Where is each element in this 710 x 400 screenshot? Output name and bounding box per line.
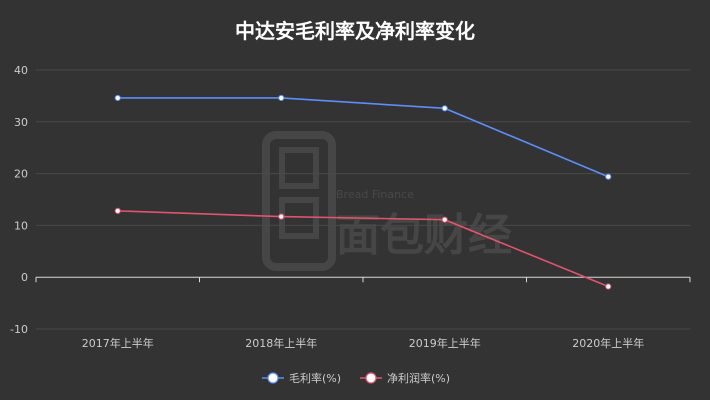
- legend-item-1[interactable]: 毛利率(%): [262, 371, 341, 385]
- legend-label: 净利润率(%): [387, 371, 450, 385]
- data-point: [441, 105, 448, 112]
- grid-lines: [36, 69, 690, 330]
- bread-finance-watermark: Bread Finance 面包财经: [262, 131, 512, 271]
- y-tick-label: 0: [21, 271, 28, 284]
- data-point: [278, 94, 285, 102]
- watermark-logo-icon: [262, 131, 336, 271]
- y-tick-label: 20: [14, 168, 28, 181]
- watermark-text-en: Bread Finance: [336, 188, 414, 201]
- data-point: [441, 216, 448, 223]
- x-tick-label: 2017年上半年: [82, 336, 154, 350]
- legend-marker-icon: [365, 372, 377, 384]
- legend[interactable]: 毛利率(%) 净利润率(%): [262, 371, 450, 385]
- y-tick-label: -10: [10, 323, 28, 336]
- y-tick-label: 10: [14, 219, 28, 232]
- y-tick-label: 40: [14, 64, 28, 77]
- legend-item-2[interactable]: 净利润率(%): [360, 371, 450, 385]
- data-point: [114, 207, 121, 214]
- legend-marker-icon: [267, 372, 279, 384]
- x-tick-label: 2020年上半年: [572, 336, 644, 350]
- data-point: [605, 173, 612, 180]
- data-point: [605, 283, 612, 290]
- x-axis: 2017年上半年 2018年上半年 2019年上半年 2020年上半年: [35, 276, 691, 350]
- data-point: [114, 94, 121, 102]
- x-tick-label: 2019年上半年: [409, 336, 481, 350]
- data-point: [278, 213, 285, 220]
- y-tick-label: 30: [14, 116, 28, 129]
- y-axis: -10 0 10 20 30 40: [10, 64, 28, 336]
- series-line-2: [117, 210, 609, 288]
- x-tick-label: 2018年上半年: [245, 336, 317, 350]
- series-layer: [114, 94, 612, 290]
- series-line-1: [117, 97, 609, 178]
- chart-title: 中达安毛利率及净利率变化: [235, 19, 475, 43]
- legend-label: 毛利率(%): [289, 371, 341, 385]
